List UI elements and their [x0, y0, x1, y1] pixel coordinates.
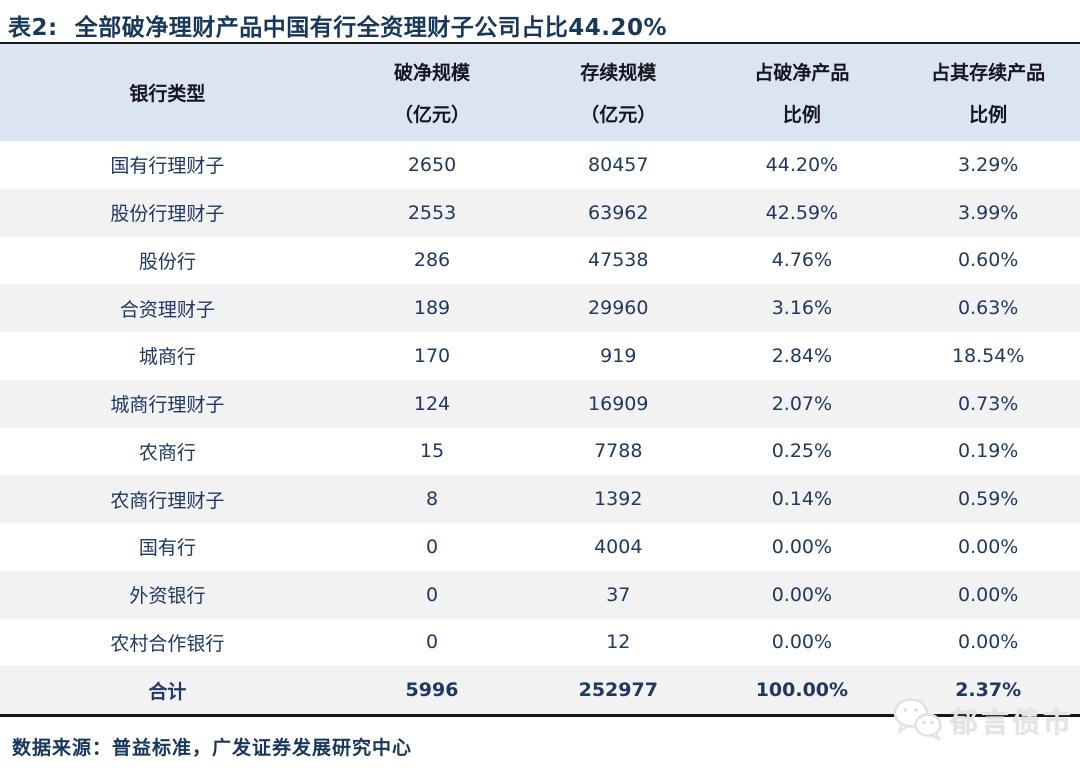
cell-outstanding-scale: 47538 [588, 249, 649, 272]
column-header-share-of-broken: 占破净产品 比例 [707, 44, 896, 141]
cell-share-broken: 0.00% [771, 631, 833, 654]
cell-share-broken: 0.14% [771, 488, 833, 511]
table-row: 股份行理财子 2553 63962 42.59% 3.99% [0, 188, 1080, 237]
cell-share-outstanding: 2.37% [955, 679, 1022, 702]
table-total-row: 合计 5996 252977 100.00% 2.37% [0, 666, 1080, 714]
column-header-bank-type: 银行类型 [0, 44, 335, 141]
watermark-label: 郁言债市 [949, 706, 1074, 739]
cell-outstanding-scale: 252977 [578, 679, 658, 702]
cell-broken-scale: 170 [413, 344, 451, 367]
cell-share-outstanding: 0.00% [957, 583, 1019, 606]
cell-outstanding-scale: 1392 [594, 488, 643, 511]
cell-broken-scale: 0 [425, 631, 439, 654]
table-row: 农商行理财子 8 1392 0.14% 0.59% [0, 475, 1080, 523]
table-title-bar: 表2: 全部破净理财产品中国有行全资理财子公司占比44.20% [0, 0, 1080, 44]
header-line: （亿元） [580, 103, 657, 126]
cell-bank-type: 股份行 [138, 250, 196, 273]
cell-broken-scale: 124 [413, 392, 451, 415]
table-title: 表2: 全部破净理财产品中国有行全资理财子公司占比44.20% [8, 15, 668, 41]
cell-outstanding-scale: 4004 [594, 535, 643, 558]
cell-bank-type: 合计 [148, 680, 187, 703]
column-header-broken-nav-scale: 破净规模 （亿元） [335, 44, 529, 141]
cell-share-broken: 2.84% [771, 344, 833, 367]
cell-share-outstanding: 0.59% [957, 488, 1019, 511]
header-line: 比例 [969, 103, 1008, 126]
cell-broken-scale: 2650 [407, 153, 457, 176]
cell-share-outstanding: 18.54% [951, 344, 1025, 367]
cell-bank-type: 国有行理财子 [110, 155, 225, 178]
cell-share-outstanding: 0.63% [957, 297, 1019, 320]
cell-outstanding-scale: 7788 [594, 440, 643, 463]
cell-bank-type: 合资理财子 [119, 298, 215, 321]
data-table: 银行类型 破净规模 （亿元） 存续规模 （亿元） 占破净产品 比例 占其存续产品… [0, 44, 1080, 717]
wechat-icon [892, 697, 944, 745]
cell-share-outstanding: 0.00% [957, 535, 1019, 558]
cell-outstanding-scale: 63962 [588, 201, 649, 224]
cell-bank-type: 股份行理财子 [110, 203, 225, 226]
table-row: 国有行 0 4004 0.00% 0.00% [0, 523, 1080, 571]
cell-share-broken: 3.16% [771, 297, 833, 320]
table-row: 外资银行 0 37 0.00% 0.00% [0, 570, 1080, 619]
column-header-share-of-outstanding: 占其存续产品 比例 [896, 44, 1080, 141]
cell-share-broken: 44.20% [765, 153, 839, 176]
cell-outstanding-scale: 919 [600, 344, 637, 367]
header-line: 存续规模 [580, 62, 657, 85]
cell-outstanding-scale: 80457 [588, 153, 649, 176]
cell-broken-scale: 0 [425, 583, 439, 606]
table-row: 股份行 286 47538 4.76% 0.60% [0, 237, 1080, 285]
table-row: 农商行 15 7788 0.25% 0.19% [0, 428, 1080, 476]
cell-bank-type: 农商行理财子 [110, 489, 225, 512]
cell-share-outstanding: 0.73% [957, 392, 1019, 415]
cell-bank-type: 外资银行 [129, 585, 206, 608]
cell-share-broken: 0.00% [771, 583, 833, 606]
cell-bank-type: 农商行 [138, 441, 196, 464]
cell-share-broken: 0.00% [771, 535, 833, 558]
header-line: 占其存续产品 [931, 62, 1046, 85]
cell-outstanding-scale: 12 [606, 631, 631, 654]
header-line: 比例 [782, 103, 821, 126]
table-header-row: 银行类型 破净规模 （亿元） 存续规模 （亿元） 占破净产品 比例 占其存续产品… [0, 44, 1080, 141]
cell-broken-scale: 8 [425, 488, 439, 511]
cell-share-broken: 2.07% [771, 392, 833, 415]
cell-broken-scale: 189 [413, 297, 451, 320]
cell-bank-type: 城商行 [138, 346, 196, 369]
cell-bank-type: 国有行 [138, 537, 196, 560]
header-line: 占破净产品 [754, 62, 850, 85]
cell-share-outstanding: 0.19% [957, 440, 1019, 463]
header-line: 银行类型 [129, 83, 206, 105]
watermark: 郁言债市 [892, 697, 1074, 745]
cell-broken-scale: 0 [425, 535, 439, 558]
cell-share-broken: 4.76% [771, 249, 833, 272]
table-row: 合资理财子 189 29960 3.16% 0.63% [0, 284, 1080, 332]
cell-share-broken: 42.59% [765, 201, 839, 224]
cell-broken-scale: 15 [419, 440, 445, 463]
cell-share-broken: 100.00% [755, 679, 849, 702]
cell-bank-type: 农村合作银行 [110, 632, 225, 655]
cell-broken-scale: 5996 [405, 679, 459, 702]
cell-broken-scale: 2553 [407, 201, 457, 224]
cell-outstanding-scale: 37 [606, 583, 631, 606]
cell-outstanding-scale: 29960 [588, 297, 649, 320]
table-row: 国有行理财子 2650 80457 44.20% 3.29% [0, 141, 1080, 189]
column-header-outstanding-scale: 存续规模 （亿元） [529, 44, 707, 141]
cell-broken-scale: 286 [413, 249, 451, 272]
header-line: （亿元） [393, 103, 470, 126]
cell-share-outstanding: 3.29% [957, 153, 1019, 176]
cell-outstanding-scale: 16909 [588, 392, 649, 415]
cell-share-outstanding: 0.60% [957, 249, 1019, 272]
data-source-note: 数据来源：普益标准，广发证券发展研究中心 [12, 737, 413, 759]
table-row: 城商行 170 919 2.84% 18.54% [0, 332, 1080, 380]
table-row: 城商行理财子 124 16909 2.07% 0.73% [0, 379, 1080, 428]
cell-share-broken: 0.25% [771, 440, 833, 463]
cell-bank-type: 城商行理财子 [110, 394, 225, 417]
cell-share-outstanding: 0.00% [957, 631, 1019, 654]
cell-share-outstanding: 3.99% [957, 201, 1019, 224]
table-row: 农村合作银行 0 12 0.00% 0.00% [0, 619, 1080, 667]
header-line: 破净规模 [393, 62, 470, 85]
